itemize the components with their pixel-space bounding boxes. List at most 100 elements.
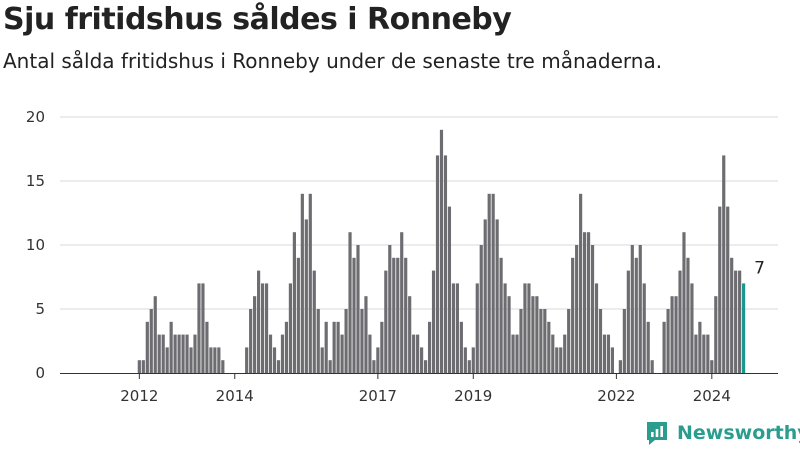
- bar: [384, 270, 388, 373]
- x-tick-label: 2017: [359, 387, 397, 405]
- bar: [610, 347, 615, 373]
- latest-value-label: 7: [754, 258, 765, 278]
- bar: [388, 245, 392, 373]
- bar: [594, 283, 599, 373]
- bar: [714, 296, 718, 373]
- bar: [491, 193, 495, 373]
- bar: [165, 347, 169, 373]
- bar: [698, 321, 702, 373]
- bar-latest: [742, 283, 746, 373]
- bar: [308, 193, 312, 373]
- bar: [364, 296, 368, 373]
- bar: [149, 309, 153, 373]
- x-tick-label: 2012: [120, 387, 158, 405]
- bar: [555, 347, 559, 373]
- bar: [272, 347, 277, 373]
- bar: [686, 257, 690, 373]
- bar: [622, 309, 626, 373]
- bar: [280, 334, 285, 373]
- bar: [511, 334, 515, 373]
- x-axis: 2012 2014 2017 2019 2022 2024: [60, 373, 778, 405]
- bar: [499, 257, 503, 373]
- bar: [447, 206, 452, 373]
- bar: [718, 206, 722, 373]
- bar: [431, 270, 436, 373]
- bar: [245, 347, 249, 373]
- x-tick-label: 2019: [454, 387, 492, 405]
- bar: [682, 232, 686, 373]
- x-tick-label: 2014: [216, 387, 254, 405]
- bar: [181, 334, 185, 373]
- chart-title: Sju fritidshus såldes i Ronneby: [3, 2, 512, 37]
- bar: [575, 245, 579, 373]
- brand: Newsworthy: [645, 419, 800, 447]
- bar: [519, 309, 523, 373]
- bar: [404, 257, 408, 373]
- bar: [475, 283, 479, 373]
- bar: [316, 309, 320, 373]
- bar: [320, 347, 324, 373]
- bar: [416, 334, 420, 373]
- bar: [372, 360, 376, 373]
- newsworthy-logo-icon: [645, 420, 669, 446]
- bar: [328, 360, 332, 373]
- bar: [356, 245, 360, 373]
- bar: [380, 321, 384, 373]
- bar: [674, 296, 678, 373]
- bar: [590, 245, 595, 373]
- bar: [368, 334, 372, 373]
- bar: [523, 283, 527, 373]
- bars: [137, 129, 746, 373]
- bar: [213, 347, 217, 373]
- bar: [730, 257, 734, 373]
- bar: [253, 296, 257, 373]
- bar: [678, 270, 682, 373]
- bar: [221, 360, 225, 373]
- bar: [531, 296, 535, 373]
- bar: [598, 309, 603, 373]
- bar: [738, 270, 742, 373]
- bar: [177, 334, 181, 373]
- bar: [276, 360, 281, 373]
- bar: [710, 360, 714, 373]
- bar: [173, 334, 177, 373]
- bar: [423, 360, 428, 373]
- x-tick-label: 2022: [597, 387, 635, 405]
- bar: [197, 283, 201, 373]
- bar: [249, 309, 253, 373]
- bar: [642, 283, 646, 373]
- bar: [543, 309, 547, 373]
- bar: [630, 245, 634, 373]
- y-tick-label: 15: [26, 172, 45, 190]
- bar: [666, 309, 670, 373]
- bar: [579, 193, 583, 373]
- bar: [352, 257, 356, 373]
- bar: [408, 296, 412, 373]
- bar: [161, 334, 165, 373]
- bar: [567, 309, 571, 373]
- y-grid: 0 5 10 15 20: [26, 108, 778, 382]
- bar: [344, 309, 348, 373]
- bar: [304, 219, 308, 373]
- bar: [606, 334, 611, 373]
- bar: [292, 232, 296, 373]
- bar: [141, 360, 145, 373]
- bar: [459, 321, 463, 373]
- bar: [507, 296, 511, 373]
- bar: [487, 193, 491, 373]
- bar: [463, 347, 467, 373]
- bar: [455, 283, 459, 373]
- chart-subtitle: Antal sålda fritidshus i Ronneby under d…: [3, 49, 663, 73]
- bar: [435, 155, 440, 373]
- bar: [376, 347, 380, 373]
- bar: [312, 270, 316, 373]
- bar: [205, 321, 209, 373]
- bar: [483, 219, 487, 373]
- bar: [257, 270, 261, 373]
- bar: [209, 347, 213, 373]
- bar: [439, 129, 444, 373]
- bar: [392, 257, 396, 373]
- bar: [288, 283, 292, 373]
- bar: [527, 283, 531, 373]
- bar: [539, 309, 543, 373]
